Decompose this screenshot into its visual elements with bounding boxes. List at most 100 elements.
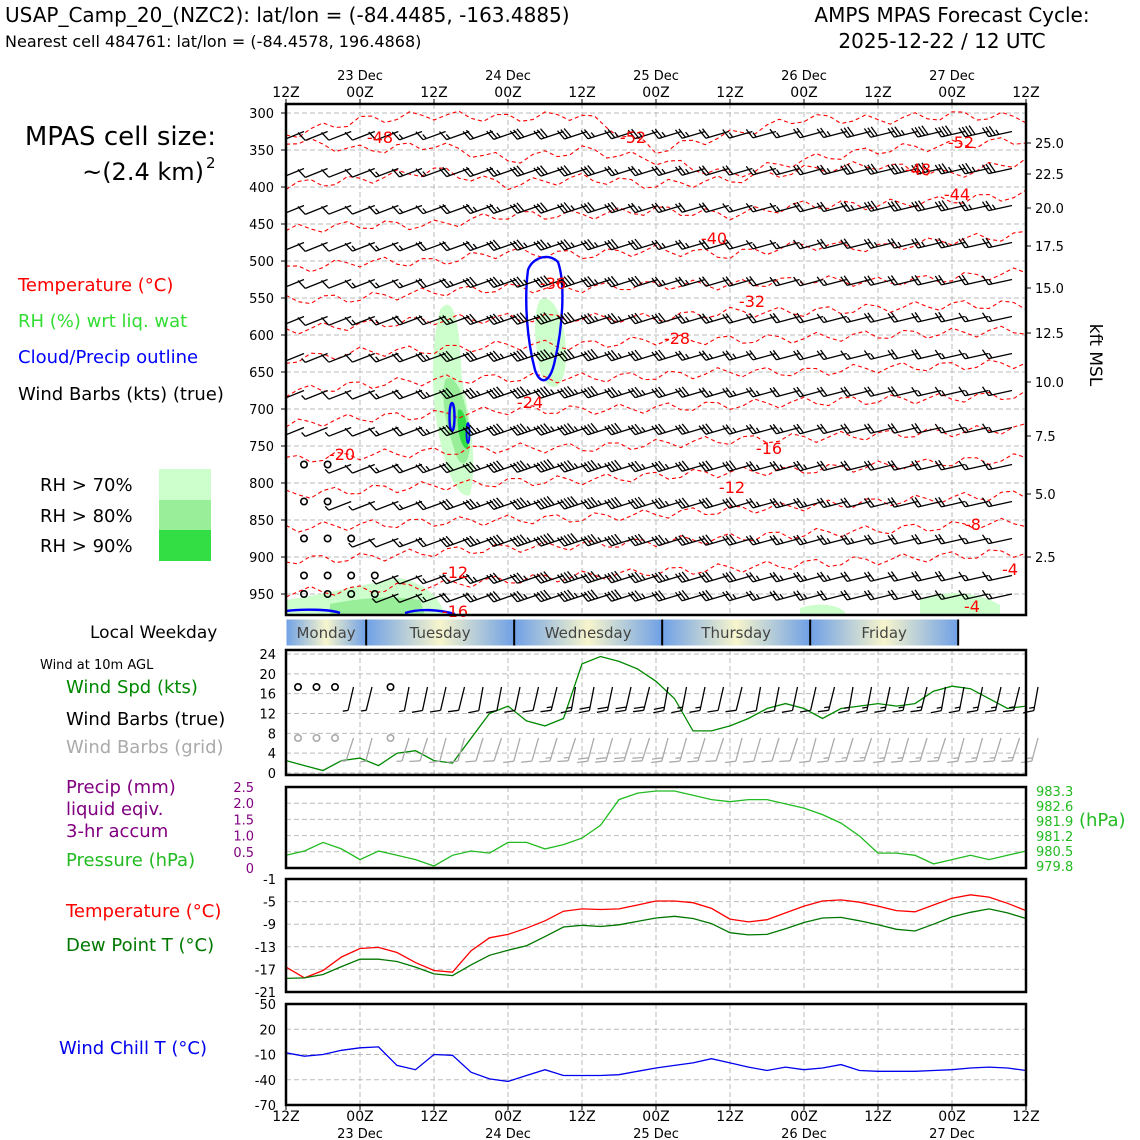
wind-barb (371, 593, 399, 604)
wind-barb (745, 424, 777, 435)
wind-barb (934, 459, 965, 471)
wind-barb (840, 423, 871, 435)
wind-barb (793, 534, 824, 546)
legend-rh: RH (%) wrt liq. wat (18, 311, 187, 332)
wind-barb (769, 534, 800, 546)
time-tick-label: 12Z (272, 85, 299, 101)
isotherm-label: -40 (701, 229, 727, 248)
wind-barb (651, 202, 682, 214)
wind-barb (840, 201, 871, 213)
time-tick-label: 12Z (716, 85, 743, 101)
wind-barb (887, 460, 918, 471)
time-tick-label: 12Z (864, 85, 891, 101)
wind-barb (286, 130, 305, 140)
surface-barb-true (486, 686, 503, 714)
wind-barb (793, 312, 824, 324)
wind-barb (651, 349, 682, 362)
rh-70-blob-d (920, 593, 1000, 615)
isotherm-line (286, 189, 1026, 233)
wind-barb (911, 497, 942, 508)
wind-barb (486, 590, 517, 603)
surface-barb-grid-calm (312, 733, 321, 742)
wind-barb (415, 500, 446, 511)
wind-barb (934, 200, 965, 212)
wind-barb (840, 275, 871, 287)
legend-precip-2: liquid eqiv. (66, 799, 163, 820)
wind-barb (533, 571, 564, 584)
wind-barb (958, 200, 989, 212)
wind-barb (368, 241, 399, 252)
weekday-label: Thursday (700, 624, 771, 642)
wind-barb (887, 571, 918, 582)
wind-barb (415, 426, 446, 437)
wind-barb (887, 423, 918, 434)
wind-barb (674, 497, 706, 509)
wind-barb (557, 311, 588, 325)
surface-barb-true (671, 686, 688, 714)
wind-barb (391, 241, 423, 252)
wind-barb (344, 204, 376, 215)
weekday-frame (285, 618, 1027, 647)
surface-barb-true (725, 686, 743, 713)
surface-barb-grid (853, 737, 873, 763)
wind-barb (840, 238, 871, 250)
wind-barb (391, 315, 423, 326)
surface-barb-true (398, 686, 410, 713)
rh-70-blob-e (800, 604, 845, 615)
wind-barb (368, 204, 399, 215)
weekday-band: Monday Tuesday Wednesday Thursday Friday (285, 618, 1027, 647)
wind-barb (321, 204, 352, 215)
surface-barb-true (948, 686, 965, 714)
wind-barb (286, 389, 305, 399)
surface-barb-true-calm (293, 682, 302, 691)
isotherm-line (286, 137, 1026, 178)
wind-barb (887, 238, 918, 249)
wind-tick-label: 20 (259, 668, 276, 683)
isotherm-label: -28 (664, 329, 690, 348)
wind-barb-calm (323, 460, 332, 469)
wind-barb (391, 574, 423, 585)
weekday-cell (662, 619, 811, 646)
surface-barb-true (632, 686, 651, 713)
wind-barb (533, 239, 564, 251)
wind-barb (439, 350, 470, 363)
wind-barb (368, 167, 399, 178)
wind-barb (391, 537, 423, 548)
wind-barb (439, 314, 470, 326)
cell-size-value: ~(2.4 km) (82, 158, 204, 186)
wind-barb (580, 533, 611, 547)
legend-precip-3: 3-hr accum (66, 821, 168, 842)
wind-barb (769, 349, 800, 361)
wind-barb (934, 274, 965, 286)
surface-barb-grid (521, 737, 540, 763)
temp-tick-label: -13 (255, 941, 276, 956)
wind-barb (604, 275, 635, 288)
temp-tick-label: -5 (263, 896, 276, 911)
wind-barb (863, 534, 895, 545)
wind-barb (863, 312, 895, 323)
wind-barb (722, 239, 753, 250)
surface-barb-true (763, 686, 780, 714)
wind-barb (415, 352, 446, 363)
surface-barb-grid (873, 737, 891, 764)
isotherm-line (286, 325, 1026, 364)
wind-barb (793, 386, 824, 398)
wind-barb (580, 570, 611, 584)
wind-barb (509, 572, 541, 584)
wind-barb (840, 126, 871, 139)
wind-barb (958, 125, 989, 138)
wind-barb (580, 312, 611, 325)
pressure-tick-label: 700 (249, 403, 274, 418)
wind-barb (863, 200, 895, 212)
wind-barb (604, 459, 635, 473)
cell-size-label: MPAS cell size: (25, 122, 216, 152)
wind-barb (651, 534, 682, 547)
wind-barb (651, 165, 682, 177)
wind-barb (462, 276, 494, 289)
wind-barb (462, 129, 494, 141)
isotherm-label: -12 (442, 563, 468, 582)
surface-barb-true (781, 686, 799, 713)
pressure-tick-label: 300 (249, 107, 274, 122)
surface-barb-true (429, 686, 447, 713)
station-title: USAP_Camp_20_(NZC2): lat/lon = (-84.4485… (5, 3, 570, 27)
